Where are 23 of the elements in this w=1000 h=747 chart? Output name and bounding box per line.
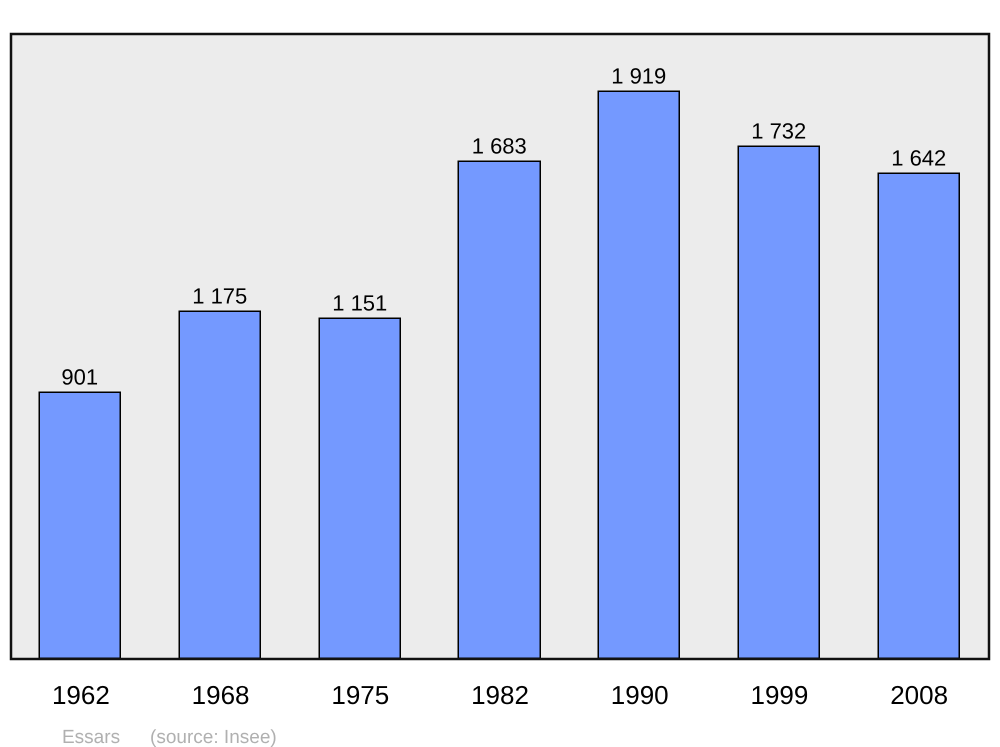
bar [738,146,820,659]
data-label: 1 151 [332,290,388,316]
x-tick-label: 1962 [52,680,110,710]
text: (source: Insee) [150,727,277,747]
bar [878,172,960,659]
x-tick-label: 2008 [890,680,948,710]
data-label: 1 175 [192,283,248,308]
data-label: 1 683 [472,133,527,158]
bar [38,392,121,659]
x-tick-label: 1968 [192,680,250,710]
data-label: 1 732 [751,118,806,144]
data-label: 901 [61,364,98,390]
text: Essars [62,727,120,747]
x-tick-label: 1982 [471,680,529,710]
bar [318,318,401,659]
x-tick-label: 1990 [610,680,669,710]
x-tick-label: 1999 [750,680,808,710]
x-tick-label: 1975 [331,680,390,710]
data-label: 1 919 [611,63,666,88]
data-label: 1 642 [891,145,946,170]
bar [458,160,541,659]
bar [178,310,261,659]
bar [598,90,680,659]
